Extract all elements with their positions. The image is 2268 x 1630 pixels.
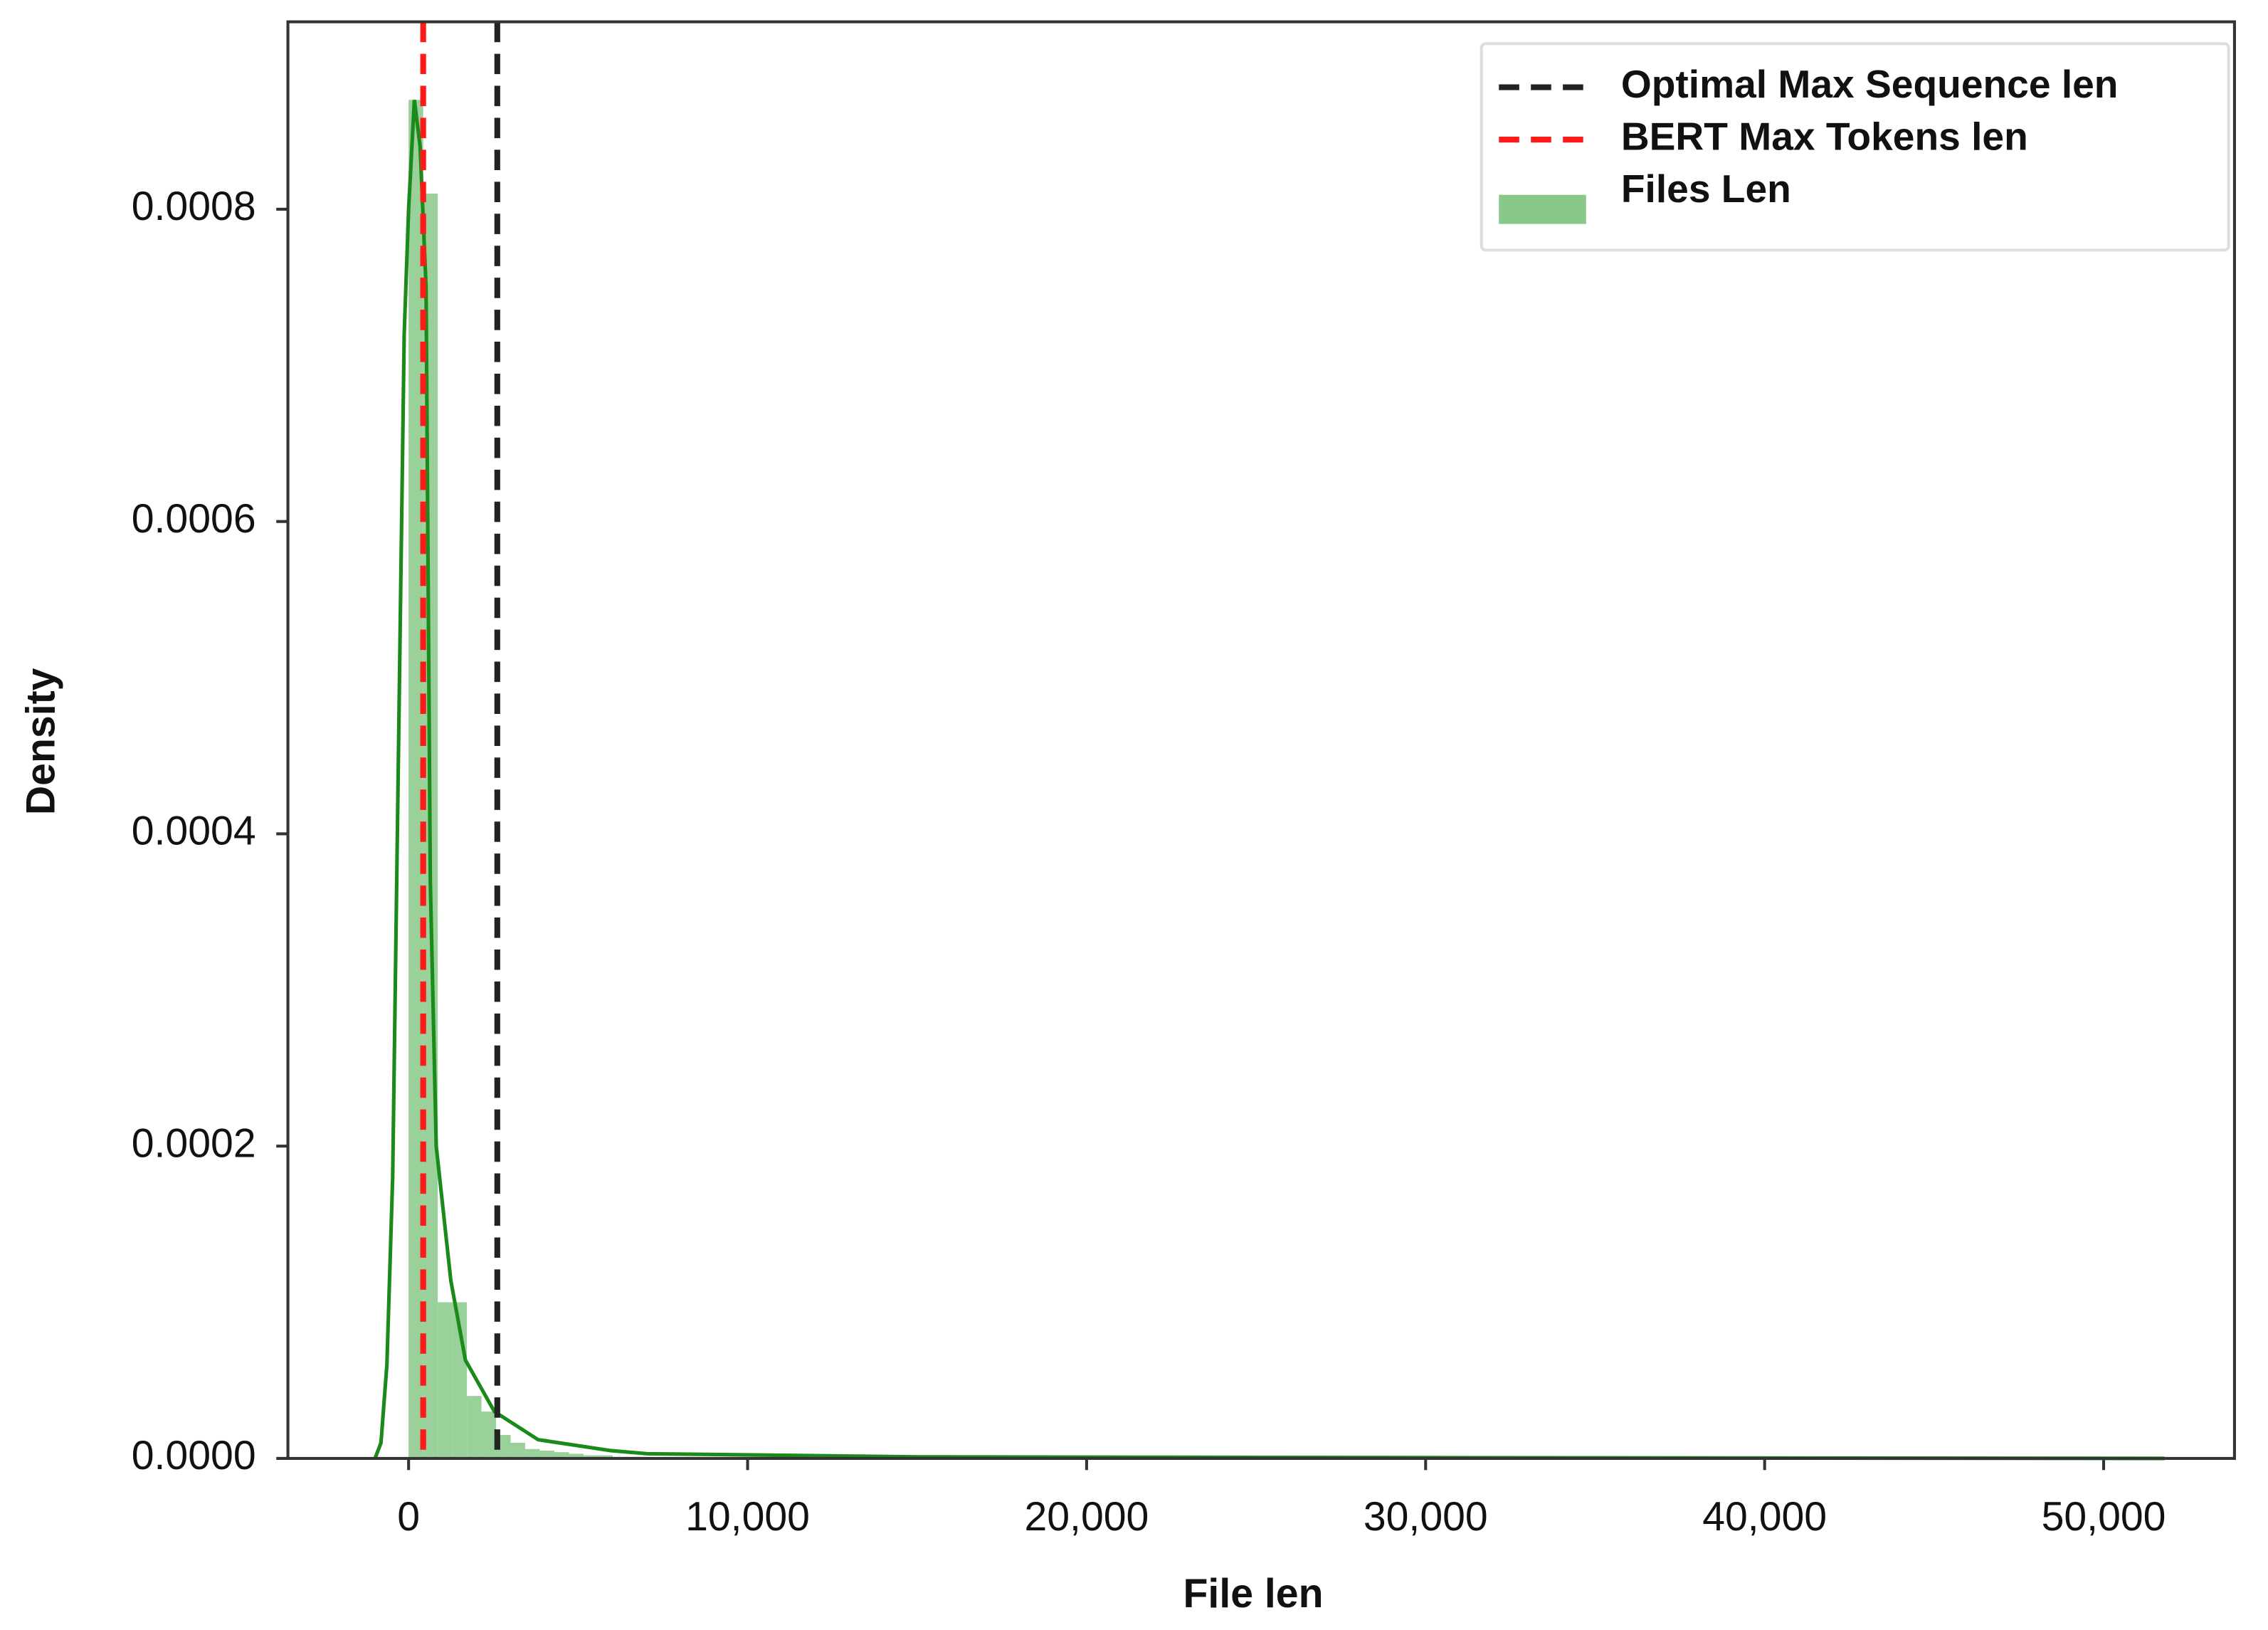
x-axis-label: File len: [1183, 1571, 1323, 1616]
histogram-bar: [438, 1302, 453, 1458]
x-tick-label: 40,000: [1702, 1494, 1827, 1540]
y-tick-label: 0.0008: [132, 184, 256, 229]
y-tick-label: 0.0004: [132, 809, 256, 854]
y-axis-label: Density: [18, 668, 63, 815]
x-tick-label: 10,000: [685, 1494, 810, 1540]
x-tick-label: 30,000: [1364, 1494, 1488, 1540]
x-tick-label: 0: [397, 1494, 420, 1540]
histogram-bar: [539, 1450, 555, 1458]
x-tick-label: 50,000: [2042, 1494, 2166, 1540]
x-tick-label: 20,000: [1024, 1494, 1149, 1540]
histogram-bar: [598, 1455, 613, 1458]
legend-label: Files Len: [1621, 167, 1791, 211]
y-tick-label: 0.0000: [132, 1433, 256, 1478]
histogram-bar: [583, 1455, 598, 1458]
histogram-bar: [481, 1411, 497, 1458]
histogram-bar: [510, 1443, 526, 1458]
legend: Optimal Max Sequence len BERT Max Tokens …: [1480, 42, 2230, 252]
legend-label: Optimal Max Sequence len: [1621, 62, 2119, 106]
histogram-bar: [569, 1453, 584, 1458]
histogram-bar: [467, 1396, 482, 1458]
kde-line: [373, 100, 2165, 1461]
y-tick-label: 0.0006: [132, 496, 256, 542]
y-tick-label: 0.0002: [132, 1120, 256, 1166]
histogram-bar: [525, 1448, 540, 1458]
legend-swatch: [1499, 194, 1586, 224]
histogram-bar: [554, 1452, 569, 1458]
legend-box: [1480, 42, 2230, 252]
plot-frame: [286, 20, 2236, 1460]
legend-label: BERT Max Tokens len: [1621, 115, 2028, 159]
histogram-bar: [408, 100, 423, 1458]
